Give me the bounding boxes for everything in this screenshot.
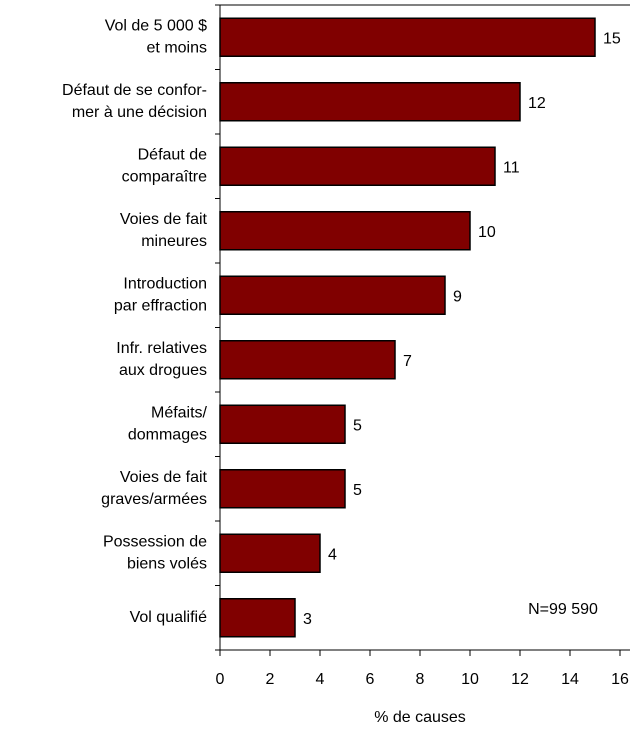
y-tick-label: Infr. relatives (116, 340, 207, 357)
x-tick-label: 12 (511, 671, 529, 688)
y-tick-label: graves/armées (101, 491, 207, 508)
x-tick-label: 4 (316, 671, 325, 688)
value-label: 5 (353, 482, 362, 499)
y-tick-label: mer à une décision (72, 104, 207, 121)
y-tick-label: Introduction (123, 275, 207, 292)
bar (219, 469, 346, 509)
bar (219, 146, 496, 186)
value-label: 7 (403, 353, 412, 370)
annotation: N=99 590 (528, 601, 598, 618)
y-tick-label: Vol qualifié (130, 609, 207, 626)
bar (219, 404, 346, 444)
y-tick-label: Voies de fait (120, 211, 208, 228)
x-tick-label: 6 (366, 671, 375, 688)
bar (219, 598, 296, 638)
x-tick-label: 10 (461, 671, 479, 688)
y-tick-label: Défaut de se confor- (62, 82, 207, 99)
y-tick-label: Voies de fait (120, 469, 208, 486)
bar (219, 17, 596, 57)
value-label: 9 (453, 288, 462, 305)
bar (219, 533, 321, 573)
x-tick-label: 14 (561, 671, 579, 688)
y-tick-label: Méfaits/ (151, 404, 208, 421)
y-tick-label: par effraction (114, 297, 207, 314)
value-label: 4 (328, 546, 337, 563)
y-tick-label: Vol de 5 000 $ (105, 17, 207, 34)
value-label: 5 (353, 417, 362, 434)
y-tick-label: biens volés (127, 555, 207, 572)
x-axis-title: % de causes (374, 709, 466, 726)
bar (219, 211, 471, 251)
value-label: 11 (503, 159, 520, 176)
x-tick-label: 8 (416, 671, 425, 688)
x-tick-label: 16 (611, 671, 629, 688)
y-tick-label: mineures (141, 233, 207, 250)
y-tick-label: comparaître (122, 168, 207, 185)
y-tick-label: dommages (128, 426, 207, 443)
value-label: 15 (603, 30, 621, 47)
value-label: 12 (528, 95, 546, 112)
y-tick-label: et moins (147, 39, 207, 56)
y-tick-label: Défaut de (138, 146, 207, 163)
value-label: 3 (303, 611, 312, 628)
bar (219, 82, 521, 122)
bar (219, 340, 396, 380)
y-tick-label: aux drogues (119, 362, 207, 379)
value-label: 10 (478, 224, 496, 241)
x-tick-label: 2 (266, 671, 275, 688)
y-tick-label: Possession de (103, 533, 207, 550)
x-tick-label: 0 (216, 671, 225, 688)
bar (219, 275, 446, 315)
